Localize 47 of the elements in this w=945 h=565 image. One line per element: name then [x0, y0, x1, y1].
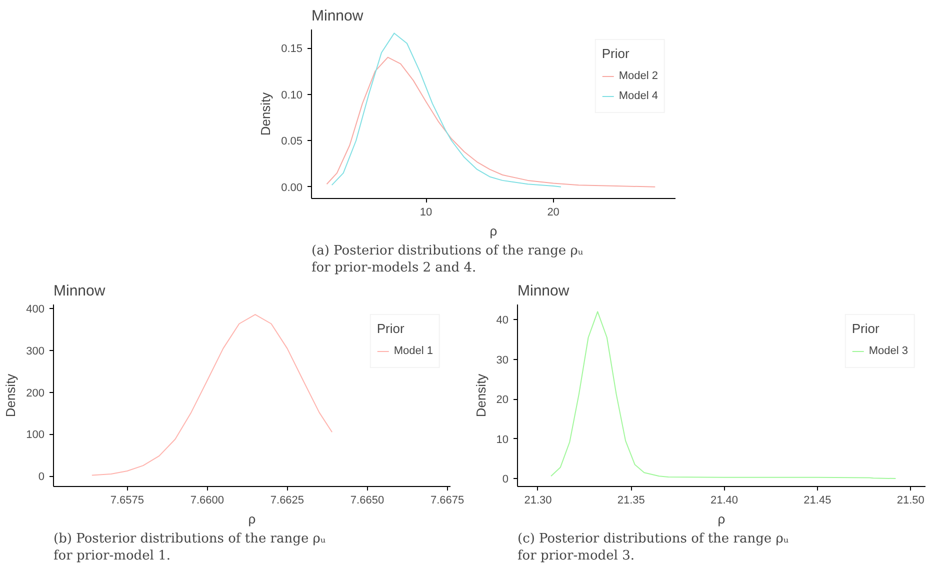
y-tick-label: 100 [26, 429, 45, 442]
legend-title: Prior [376, 321, 406, 336]
x-axis-title: ρ [248, 512, 256, 526]
line-series [550, 311, 896, 480]
legend-label: Model 1 [394, 345, 433, 357]
y-axis-title: Density [3, 373, 18, 418]
x-tick-label: 21.50 [896, 494, 924, 506]
y-axis-title: Density [258, 92, 274, 136]
x-tick-label: 21.45 [804, 494, 832, 506]
y-tick-label: 200 [26, 387, 45, 400]
x-tick-label: 21.40 [710, 494, 738, 506]
chart-title: Minnow [54, 282, 106, 300]
x-tick-label: 7.6600 [190, 494, 224, 506]
legend-title: Prior [602, 46, 630, 61]
y-tick-label: 40 [496, 314, 509, 327]
legend-label: Model 4 [618, 90, 658, 102]
x-tick-label: 7.6575 [110, 494, 144, 506]
legend-title: Prior [852, 321, 880, 336]
x-tick-label: 21.35 [617, 494, 645, 506]
text: (b) Posterior distributions of the range ρᵤ for prior-model 1. [54, 532, 326, 564]
y-tick-label: 20 [496, 394, 509, 406]
x-tick-label: 7.6675 [430, 494, 464, 506]
y-tick-label: 0.05 [281, 136, 303, 148]
chart-title: Minnow [312, 8, 364, 24]
text: (c) Posterior distributions of the range ρᵤ for prior-model 3. [518, 532, 789, 564]
y-tick-label: 0 [38, 471, 45, 484]
y-tick-label: 0.00 [281, 182, 303, 194]
line-series [331, 32, 562, 188]
text: (a) Posterior distributions of the range ρᵤ for prior-models 2 and 4. [312, 244, 584, 276]
x-tick-label: 7.6650 [350, 494, 384, 506]
x-tick-label: 21.30 [524, 494, 552, 506]
y-axis-title: Density [473, 373, 488, 418]
y-tick-label: 30 [496, 354, 509, 366]
y-tick-label: 300 [26, 346, 45, 358]
legend-label: Model 3 [868, 345, 908, 357]
chart-title: Minnow [518, 282, 570, 300]
line-series [91, 314, 333, 476]
y-tick-label: 400 [26, 304, 45, 316]
y-tick-label: 0.10 [281, 89, 303, 102]
legend-label: Model 2 [618, 70, 658, 82]
y-tick-label: 0.15 [281, 43, 303, 56]
y-tick-label: 10 [496, 434, 509, 446]
y-tick-label: 0 [502, 474, 509, 486]
x-tick-label: 7.6625 [270, 494, 304, 506]
x-axis-title: ρ [718, 512, 726, 526]
line-series [326, 56, 656, 188]
x-axis-title: ρ [490, 224, 498, 238]
